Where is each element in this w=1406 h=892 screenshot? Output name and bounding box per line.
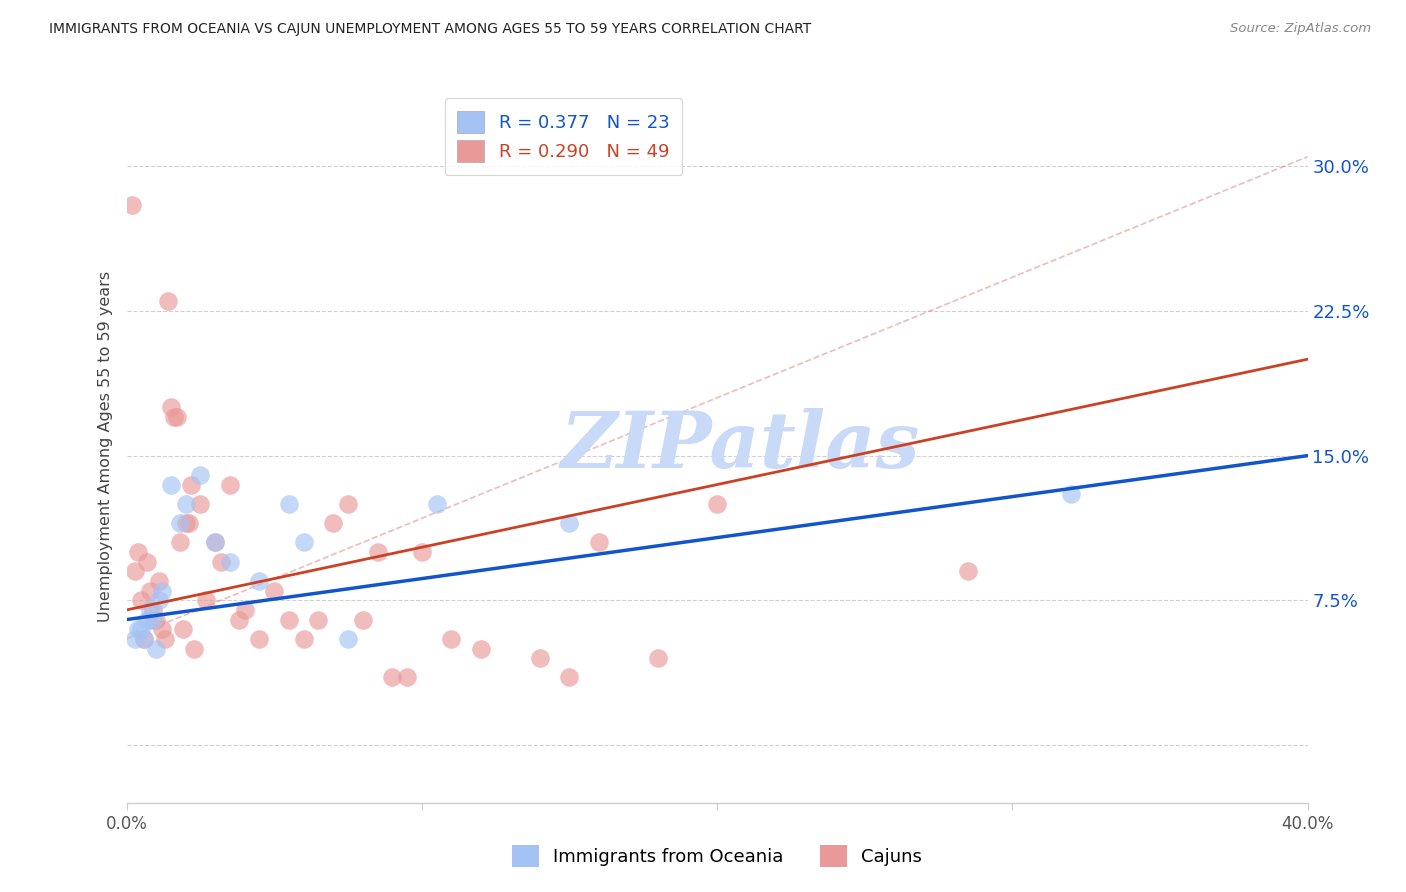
Point xyxy=(278,497,301,511)
Point xyxy=(180,477,202,491)
Point xyxy=(134,632,156,646)
Point xyxy=(588,535,610,549)
Point xyxy=(174,497,197,511)
Point xyxy=(322,516,344,530)
Point xyxy=(558,670,581,684)
Point xyxy=(169,535,191,549)
Point xyxy=(411,545,433,559)
Point xyxy=(183,641,205,656)
Point xyxy=(134,632,156,646)
Point xyxy=(381,670,404,684)
Point xyxy=(160,477,183,491)
Point xyxy=(352,613,374,627)
Point xyxy=(136,613,159,627)
Point xyxy=(195,593,218,607)
Point xyxy=(163,410,186,425)
Text: Source: ZipAtlas.com: Source: ZipAtlas.com xyxy=(1230,22,1371,36)
Point xyxy=(425,497,447,511)
Point xyxy=(142,603,165,617)
Point xyxy=(529,651,551,665)
Point xyxy=(188,497,211,511)
Point xyxy=(129,622,153,636)
Point xyxy=(247,574,270,588)
Point xyxy=(188,467,211,482)
Point xyxy=(647,651,669,665)
Point xyxy=(169,516,191,530)
Point xyxy=(124,632,146,646)
Point xyxy=(148,574,170,588)
Point xyxy=(129,593,153,607)
Point xyxy=(307,613,329,627)
Point xyxy=(142,613,165,627)
Point xyxy=(121,198,143,212)
Point xyxy=(145,613,167,627)
Point xyxy=(247,632,270,646)
Point xyxy=(150,583,173,598)
Point xyxy=(337,632,360,646)
Point xyxy=(174,516,197,530)
Point xyxy=(218,555,242,569)
Point xyxy=(470,641,492,656)
Point xyxy=(209,555,232,569)
Point xyxy=(396,670,419,684)
Point xyxy=(124,565,146,579)
Legend: Immigrants from Oceania, Cajuns: Immigrants from Oceania, Cajuns xyxy=(503,836,931,876)
Point xyxy=(233,603,256,617)
Point xyxy=(440,632,463,646)
Point xyxy=(263,583,285,598)
Point xyxy=(139,583,162,598)
Point xyxy=(956,565,979,579)
Point xyxy=(172,622,194,636)
Point xyxy=(706,497,728,511)
Point xyxy=(160,401,183,415)
Text: ZIPatlas: ZIPatlas xyxy=(561,408,921,484)
Point xyxy=(153,632,176,646)
Point xyxy=(166,410,188,425)
Point xyxy=(177,516,200,530)
Point xyxy=(558,516,581,530)
Point xyxy=(150,622,173,636)
Point xyxy=(337,497,360,511)
Point xyxy=(292,632,315,646)
Y-axis label: Unemployment Among Ages 55 to 59 years: Unemployment Among Ages 55 to 59 years xyxy=(97,270,112,622)
Point xyxy=(204,535,226,549)
Point xyxy=(1060,487,1083,501)
Point xyxy=(136,555,159,569)
Point xyxy=(127,545,149,559)
Point xyxy=(278,613,301,627)
Point xyxy=(148,593,170,607)
Point xyxy=(366,545,388,559)
Point xyxy=(228,613,250,627)
Text: IMMIGRANTS FROM OCEANIA VS CAJUN UNEMPLOYMENT AMONG AGES 55 TO 59 YEARS CORRELAT: IMMIGRANTS FROM OCEANIA VS CAJUN UNEMPLO… xyxy=(49,22,811,37)
Point xyxy=(139,603,162,617)
Point xyxy=(218,477,242,491)
Point xyxy=(156,294,179,309)
Point xyxy=(127,622,149,636)
Point xyxy=(145,641,167,656)
Point xyxy=(292,535,315,549)
Point xyxy=(204,535,226,549)
